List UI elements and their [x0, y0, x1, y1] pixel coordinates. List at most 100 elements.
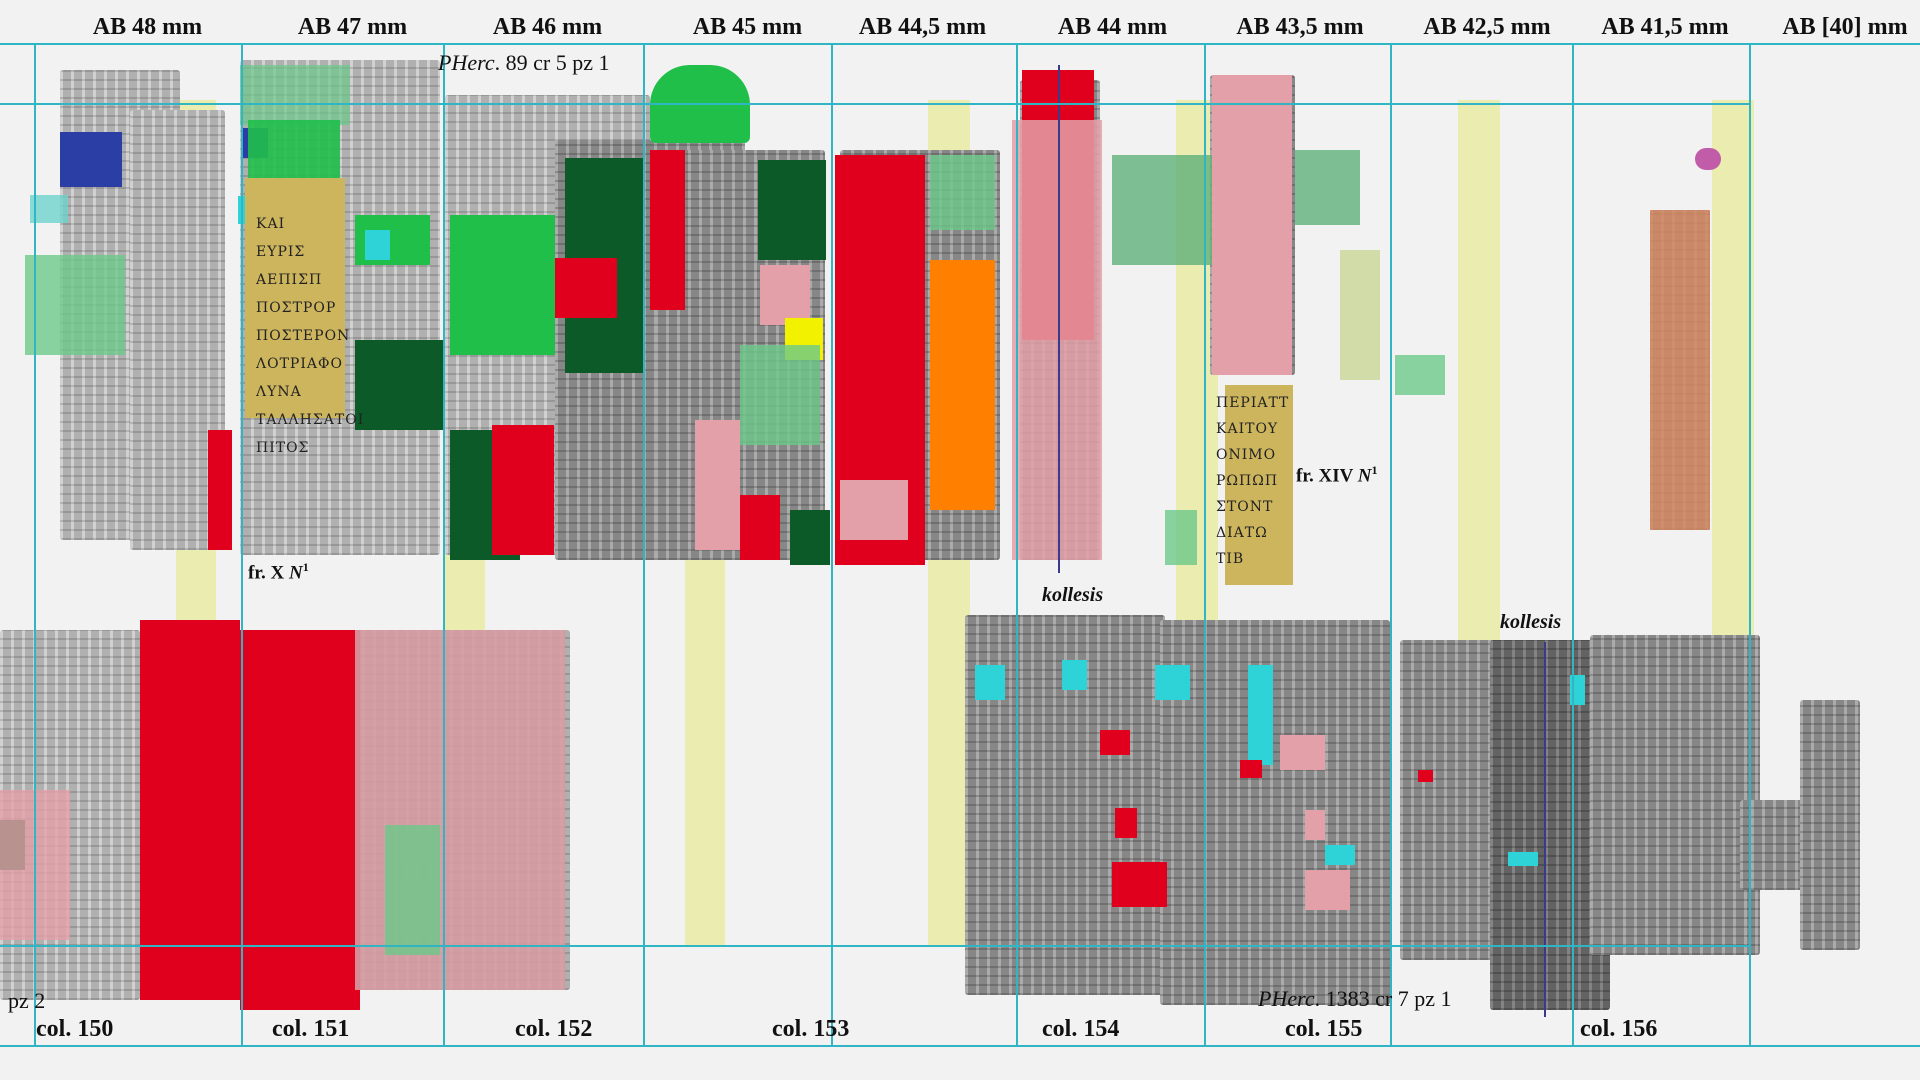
kollesis-label: kollesis — [1500, 611, 1562, 633]
highlight-orange — [930, 260, 995, 510]
highlight-red — [208, 430, 232, 550]
greek-transcription-1: ΚΑΙ ΕΥΡΙΣ ΑΕΠΙΣΠ ΠΟΣΤΡΟΡ ΠΟΣΤΕΡΟΝ ΛΟΤΡΙΑΦΟ ΛΥΝ… — [250, 210, 365, 462]
highlight-red — [1115, 808, 1137, 838]
column-label: col. 152 — [515, 1016, 593, 1042]
fragment-label-text: fr. X — [248, 562, 289, 584]
bottom-source-label: PHerc. 1383 cr 7 pz 1 — [1258, 986, 1451, 1012]
highlight-pink — [1280, 735, 1325, 770]
greek-line: ΕΥΡΙΣ — [256, 244, 306, 260]
fragment-label-text: fr. XIV — [1296, 465, 1358, 487]
highlight-light-green — [1340, 250, 1380, 380]
top-source-label: PHerc. 89 cr 5 pz 1 — [438, 50, 609, 76]
greek-line: ΚΑΙΤΟΥ — [1216, 421, 1279, 437]
highlight-light-green — [740, 345, 820, 445]
highlight-pink — [1012, 120, 1102, 560]
greek-line: ΠΕΡΙΑΤΤ — [1216, 395, 1290, 411]
highlight-pink — [840, 480, 908, 540]
measurement-header: AB 44 mm — [1057, 14, 1168, 40]
source-italic: PHerc — [438, 50, 495, 75]
highlight-light-green — [1165, 510, 1197, 565]
highlight-pink — [760, 265, 810, 325]
highlight-green — [450, 215, 555, 355]
highlight-dark-green — [355, 340, 445, 430]
highlight-dark-green — [758, 160, 826, 260]
fragment-siglum-sup: 1 — [1371, 463, 1378, 477]
source-rest: . 1383 cr 7 pz 1 — [1314, 986, 1452, 1011]
highlight-red — [555, 258, 617, 318]
column-label: col. 150 — [36, 1016, 114, 1042]
greek-line: ΠΙΤΟΣ — [256, 440, 310, 456]
fragment-siglum: N — [1357, 465, 1372, 487]
fragment-siglum-sup: 1 — [302, 560, 309, 574]
highlight-red — [1418, 770, 1433, 782]
greek-line: ΠΟΣΤΡΟΡ — [256, 300, 337, 316]
greek-line: ΟΝΙΜΟ — [1216, 447, 1277, 463]
highlight-tan — [1650, 210, 1710, 530]
measurement-header: AB 46 mm — [492, 14, 603, 40]
highlight-blue — [60, 132, 122, 187]
measurement-header: AB 45 mm — [692, 14, 803, 40]
highlight-pink — [1305, 870, 1350, 910]
papyrus-fragment — [130, 110, 225, 550]
measurement-header: AB 41,5 mm — [1601, 14, 1729, 40]
highlight-magenta — [1695, 148, 1721, 170]
highlight-green — [240, 65, 350, 125]
kollesis-label: kollesis — [1042, 584, 1104, 606]
highlight-cyan — [30, 195, 68, 223]
source-rest: . 89 cr 5 pz 1 — [494, 50, 610, 75]
fragment-label-x: fr. X N1 — [248, 560, 309, 584]
highlight-green — [25, 255, 125, 355]
highlight-red — [650, 150, 685, 310]
highlight-red — [1100, 730, 1130, 755]
highlight-red — [1112, 862, 1167, 907]
papyrus-fragment — [1800, 700, 1860, 950]
highlight-tan — [245, 178, 345, 418]
column-label: col. 151 — [272, 1016, 350, 1042]
greek-line: ΔΙΑΤΩ — [1216, 525, 1268, 541]
kollesis-line — [1544, 642, 1546, 1017]
highlight-red — [492, 425, 554, 555]
fragment-siglum: N — [289, 562, 303, 584]
highlight-light-green — [385, 825, 440, 955]
highlight-light-green — [1395, 355, 1445, 395]
highlight-dark-green — [790, 510, 830, 565]
highlight-pink — [695, 420, 740, 550]
measurement-header: AB 43,5 mm — [1236, 14, 1364, 40]
measurement-header: AB [40] mm — [1782, 14, 1908, 40]
column-label: col. 155 — [1285, 1016, 1363, 1042]
greek-line: ΛΥΝΑ — [256, 384, 302, 400]
greek-line: ΣΤΟΝΤ — [1216, 499, 1274, 515]
greek-line: ΠΟΣΤΕΡΟΝ — [256, 328, 351, 344]
highlight-red — [1240, 760, 1262, 778]
source-italic: PHerc — [1258, 986, 1315, 1011]
highlight-light-green — [1295, 150, 1360, 225]
greek-line: ΤΑΛΛΗΣΑΤΟΙ — [256, 412, 365, 428]
papyrus-fragment — [1400, 640, 1500, 960]
highlight-pink — [1305, 810, 1325, 840]
highlight-pink — [1212, 75, 1292, 375]
highlight-red — [740, 495, 780, 560]
column-label: col. 156 — [1580, 1016, 1658, 1042]
highlight-light-green — [1112, 155, 1222, 265]
highlight-cyan — [1325, 845, 1355, 865]
left-fragment-label: pz 2 — [8, 988, 46, 1013]
highlight-cyan — [1248, 665, 1273, 765]
highlight-cyan — [365, 230, 390, 260]
highlight-cyan — [1155, 665, 1190, 700]
measurement-header: AB 44,5 mm — [858, 14, 987, 40]
highlight-tan — [1225, 385, 1293, 585]
column-label: col. 153 — [772, 1016, 850, 1042]
greek-line: ΤΙΒ — [1216, 551, 1245, 567]
greek-line: ΑΕΠΙΣΠ — [256, 272, 323, 288]
measurement-header: AB 48 mm — [92, 14, 203, 40]
fragment-label-xiv: fr. XIV N1 — [1296, 463, 1378, 487]
highlight-cyan — [975, 665, 1005, 700]
greek-line: ΡΩΠΩΠ — [1216, 473, 1279, 489]
greek-transcription-2: ΠΕΡΙΑΤΤ ΚΑΙΤΟΥ ΟΝΙΜΟ ΡΩΠΩΠ ΣΤΟΝΤ ΔΙΑΤΩ ΤΙΒ — [1210, 390, 1301, 572]
highlight-red — [140, 620, 240, 1000]
kollesis-line — [1058, 65, 1060, 573]
highlight-cyan — [1062, 660, 1087, 690]
highlight-light-green — [930, 155, 995, 230]
